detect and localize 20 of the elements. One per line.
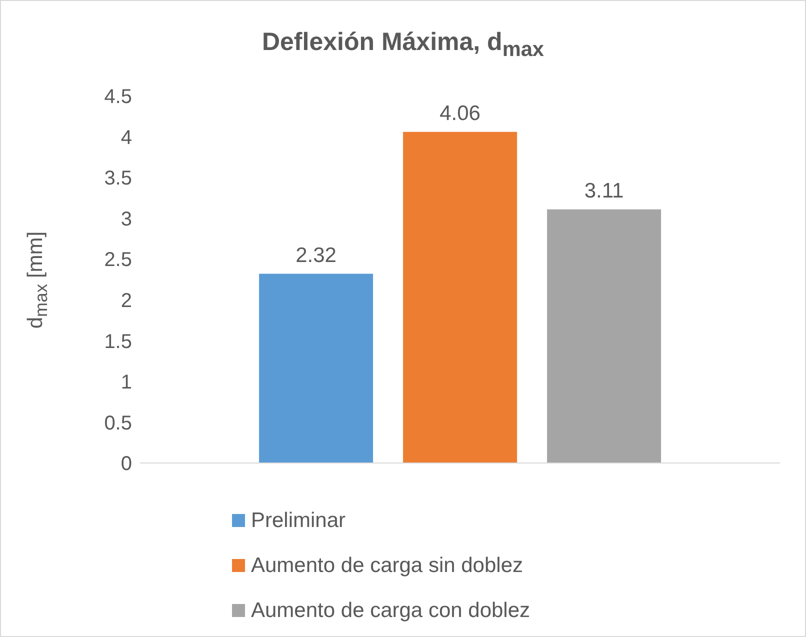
- data-label: 2.32: [296, 244, 336, 267]
- bar: [547, 209, 662, 463]
- legend-label: Preliminar: [251, 508, 346, 532]
- data-label: 3.11: [584, 179, 624, 202]
- bar: [403, 132, 518, 463]
- y-tick-label: 2.5: [104, 249, 132, 272]
- y-tick-label: 4: [120, 126, 132, 149]
- legend-label: Aumento de carga sin doblez: [251, 554, 524, 578]
- y-tick-label: 4.5: [104, 86, 132, 108]
- data-label: 4.06: [440, 102, 480, 125]
- y-tick-label: 1.5: [104, 330, 132, 353]
- y-tick-label: 0: [120, 453, 132, 476]
- y-tick-label: 0.5: [104, 412, 132, 434]
- y-tick-label: 3: [120, 208, 132, 230]
- chart-title: Deflexión Máxima, d$_{max}$: [260, 28, 546, 62]
- y-tick-label: 1: [120, 372, 132, 394]
- y-tick-label: 3.5: [104, 168, 132, 190]
- bar: [259, 274, 374, 463]
- legend-label: Aumento de carga con doblez: [251, 598, 530, 622]
- y-tick-label: 2: [120, 290, 132, 312]
